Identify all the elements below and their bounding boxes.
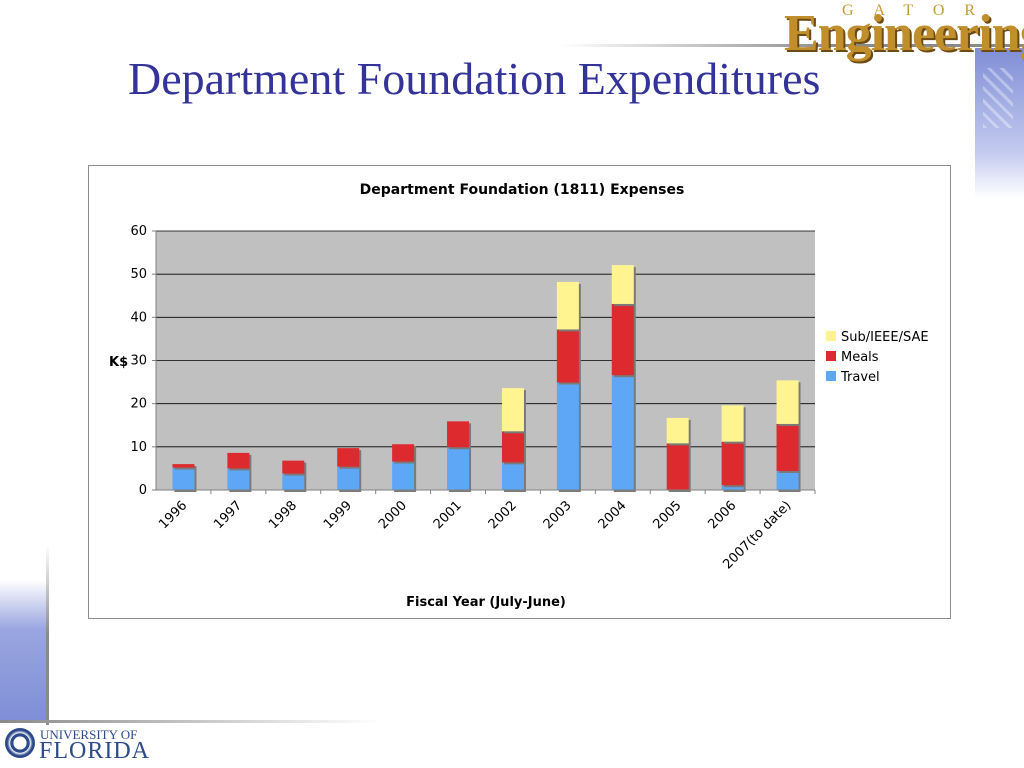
y-tick-label: 10 <box>130 440 147 455</box>
uf-university-text: UNIVERSITY OF <box>40 727 138 742</box>
y-tick-label: 50 <box>130 267 147 282</box>
expenses-chart: Department Foundation (1811) Expenses 01… <box>109 182 929 610</box>
bar-segment <box>721 485 744 490</box>
bottom-divider <box>0 720 380 723</box>
bar-segment <box>501 388 524 432</box>
gator-logo-text: GATOR <box>842 2 996 19</box>
legend: Sub/IEEE/SAE Meals Travel <box>826 330 929 385</box>
bar-segment <box>392 461 415 490</box>
x-tick-label: 1998 <box>266 498 300 532</box>
bar-segment <box>611 265 634 304</box>
bar-segment <box>227 452 250 469</box>
bar-segment <box>447 447 470 490</box>
bar-segment <box>666 443 689 490</box>
chart-title: Department Foundation (1811) Expenses <box>360 182 685 198</box>
x-tick-label: 2000 <box>376 498 410 532</box>
bar-segment <box>666 417 689 444</box>
x-tick-label: 1999 <box>321 498 355 532</box>
y-tick-label: 0 <box>139 483 147 498</box>
y-axis-label: K$ <box>109 355 128 370</box>
x-tick-label: 2004 <box>596 498 630 532</box>
top-divider <box>560 44 1024 47</box>
bar-shadow <box>174 466 197 470</box>
legend-label: Meals <box>841 350 879 365</box>
bar-segment <box>227 468 250 490</box>
bar-segment <box>337 466 360 490</box>
legend-label: Travel <box>840 370 880 385</box>
x-axis-label: Fiscal Year (July-June) <box>406 595 566 610</box>
bar-segment <box>501 431 524 463</box>
bar-segment <box>392 444 415 462</box>
y-tick-label: 40 <box>130 310 147 325</box>
x-tick-label: 2001 <box>431 498 465 532</box>
bar-segment <box>611 375 634 490</box>
legend-swatch <box>826 331 836 341</box>
bar-segment <box>611 303 634 376</box>
x-tick-label: 2005 <box>651 498 685 532</box>
legend-swatch <box>826 371 836 381</box>
x-tick-label: 1996 <box>156 498 190 532</box>
bar-segment <box>556 382 579 490</box>
engineering-logo: Engineering <box>784 5 1024 62</box>
legend-label: Sub/IEEE/SAE <box>841 330 929 345</box>
bar-segment <box>337 448 360 467</box>
x-tick-label: 1997 <box>211 498 245 532</box>
bar-segment <box>721 441 744 486</box>
header-decoration <box>975 48 1024 198</box>
y-tick-label: 30 <box>130 354 147 369</box>
bar-segment <box>721 405 744 442</box>
bar-segment <box>447 421 470 448</box>
x-tick-label: 2003 <box>541 498 575 532</box>
left-divider <box>46 545 49 725</box>
bar-segment <box>282 460 305 474</box>
bar-segment <box>172 464 195 468</box>
slide-title: Department Foundation Expenditures <box>128 53 821 104</box>
uf-florida-text: FLORIDA <box>39 738 151 764</box>
y-tick-label: 60 <box>130 224 147 239</box>
bar-segment <box>282 473 305 490</box>
bar-segment <box>172 467 195 490</box>
x-tick-label: 2002 <box>486 498 520 532</box>
x-tick-label: 2006 <box>705 498 739 532</box>
bar-segment <box>556 329 579 383</box>
uf-seal-icon <box>5 728 35 758</box>
bar-segment <box>776 380 799 424</box>
bar-segment <box>556 281 579 330</box>
legend-swatch <box>826 351 836 361</box>
bar-segment <box>776 471 799 490</box>
bar-segment <box>501 462 524 490</box>
y-tick-label: 20 <box>130 397 147 412</box>
footer-decoration <box>0 580 46 720</box>
bar-segment <box>776 423 799 472</box>
